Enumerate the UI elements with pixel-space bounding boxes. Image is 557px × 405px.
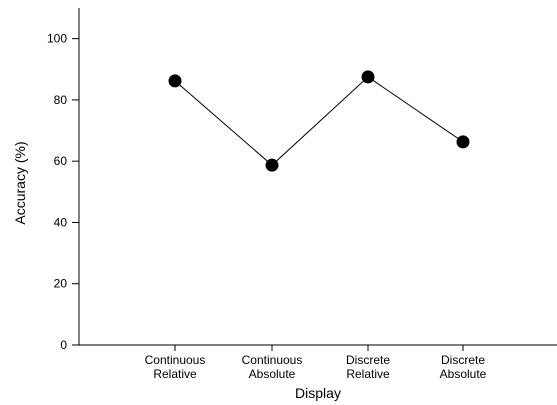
y-tick-label: 100: [47, 32, 67, 46]
y-tick-label: 40: [54, 215, 68, 229]
x-tick-label: Discrete Absolute: [440, 353, 487, 381]
x-tick-label: Discrete Relative: [346, 353, 390, 381]
y-tick-label: 20: [54, 277, 68, 291]
chart-axes: [78, 8, 557, 346]
accuracy-series: [168, 70, 470, 172]
y-axis-ticks: 0 20 40 60 80 100: [47, 32, 79, 352]
x-tick-label-line: Absolute: [249, 367, 296, 381]
y-tick-label: 60: [54, 154, 68, 168]
y-axis-title: Accuracy (%): [12, 141, 28, 224]
y-tick-label: 0: [60, 338, 67, 352]
x-tick-label-line: Discrete: [441, 353, 485, 367]
x-tick-label-line: Continuous: [145, 353, 206, 367]
x-tick-label-line: Discrete: [346, 353, 390, 367]
x-tick-label-line: Continuous: [242, 353, 303, 367]
data-point: [265, 158, 279, 172]
x-tick-label: Continuous Relative: [145, 353, 206, 381]
data-point: [361, 70, 375, 84]
data-point: [456, 135, 470, 149]
series-line: [174, 76, 464, 166]
x-axis-title: Display: [295, 385, 341, 401]
data-point: [168, 74, 182, 88]
x-tick-label: Continuous Absolute: [242, 353, 303, 381]
x-tick-label-line: Relative: [153, 367, 197, 381]
x-tick-label-line: Absolute: [440, 367, 487, 381]
y-tick-label: 80: [54, 93, 68, 107]
x-tick-label-line: Relative: [346, 367, 390, 381]
